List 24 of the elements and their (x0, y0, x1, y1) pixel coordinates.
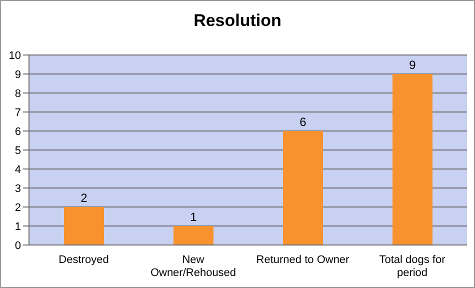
y-tick-label: 8 (14, 88, 21, 100)
x-tick-label: New Owner/Rehoused (150, 254, 236, 279)
y-tick-label: 10 (8, 50, 21, 62)
y-tick-label: 3 (14, 182, 21, 195)
bar (174, 226, 214, 245)
x-tick-label: Total dogs for period (379, 254, 446, 279)
data-label: 2 (80, 191, 88, 205)
data-label: 1 (190, 210, 198, 224)
x-tick-label: Destroyed (58, 254, 109, 266)
chart-title: Resolution (192, 11, 282, 32)
bar (392, 74, 432, 245)
bar (64, 207, 104, 245)
x-tick-label: Returned to Owner (256, 254, 350, 266)
data-label: 9 (409, 58, 416, 72)
y-tick-label: 9 (14, 68, 21, 81)
y-tick-label: 2 (14, 202, 21, 214)
y-tick-label: 0 (14, 240, 21, 252)
y-tick-label: 7 (14, 106, 21, 119)
y-tick-label: 1 (14, 220, 21, 233)
bar (283, 131, 323, 245)
data-label: 6 (300, 115, 307, 129)
y-tick-label: 5 (14, 144, 21, 157)
y-tick-label: 4 (14, 164, 21, 176)
y-tick-label: 6 (14, 126, 21, 138)
